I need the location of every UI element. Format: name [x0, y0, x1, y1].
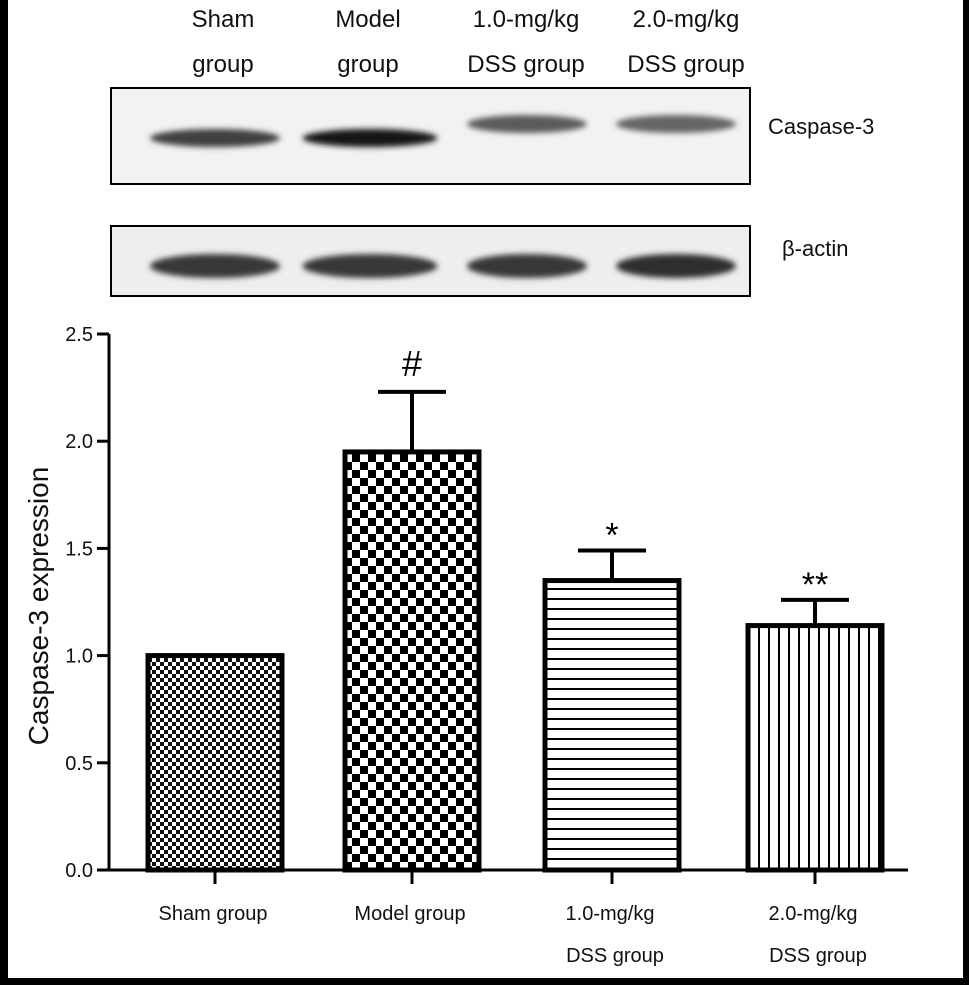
x-tick-label: DSS group: [769, 945, 867, 967]
blot-band: [150, 129, 280, 147]
x-tick-label: Sham group: [159, 903, 268, 925]
y-tick-label: 2.0: [65, 431, 93, 453]
bar-chart: 0.0 0.5 1.0 1.5 2.0 2.5 Caspase-3 expression Sh…: [23, 324, 908, 967]
significance-marker: **: [802, 566, 828, 604]
blot-band: [302, 129, 438, 147]
y-tick-label: 0.5: [65, 753, 93, 775]
blot-row-label-caspase-3: Caspase-3: [768, 114, 875, 139]
blot-lane-label: 2.0-mg/kg DSS group: [627, 6, 745, 78]
blot-band: [150, 254, 280, 278]
y-tick-label: 2.5: [65, 324, 93, 346]
y-tick-label: 0.0: [65, 860, 93, 882]
blot-band: [467, 115, 587, 133]
bar: [542, 578, 682, 873]
blot-row-label-beta-actin: β-actin: [782, 236, 849, 261]
western-blot: [110, 87, 751, 297]
significance-marker: *: [605, 517, 618, 555]
blot-band: [616, 115, 736, 133]
blot-band: [302, 254, 438, 278]
blot-band: [616, 254, 736, 278]
bar: [745, 623, 885, 873]
x-tick-label: 1.0-mg/kg: [566, 903, 655, 925]
y-tick-label: 1.5: [65, 538, 93, 560]
blot-lane-label: 1.0-mg/kg DSS group: [467, 6, 585, 78]
x-tick-label: 2.0-mg/kg: [769, 903, 858, 925]
figure: Sham group Model group 1.0-mg/kg DSS gro…: [8, 0, 963, 978]
blot-band: [467, 254, 587, 278]
y-tick-label: 1.0: [65, 646, 93, 668]
bar: [342, 449, 482, 873]
blot-lane-label: Model group: [335, 6, 401, 78]
x-tick-label: DSS group: [566, 945, 664, 967]
bar: [145, 653, 285, 873]
blot-lane-label: Sham group: [191, 6, 255, 78]
significance-marker: #: [402, 343, 422, 384]
y-axis-label: Caspase-3 expression: [23, 467, 54, 746]
x-tick-label: Model group: [354, 903, 465, 925]
